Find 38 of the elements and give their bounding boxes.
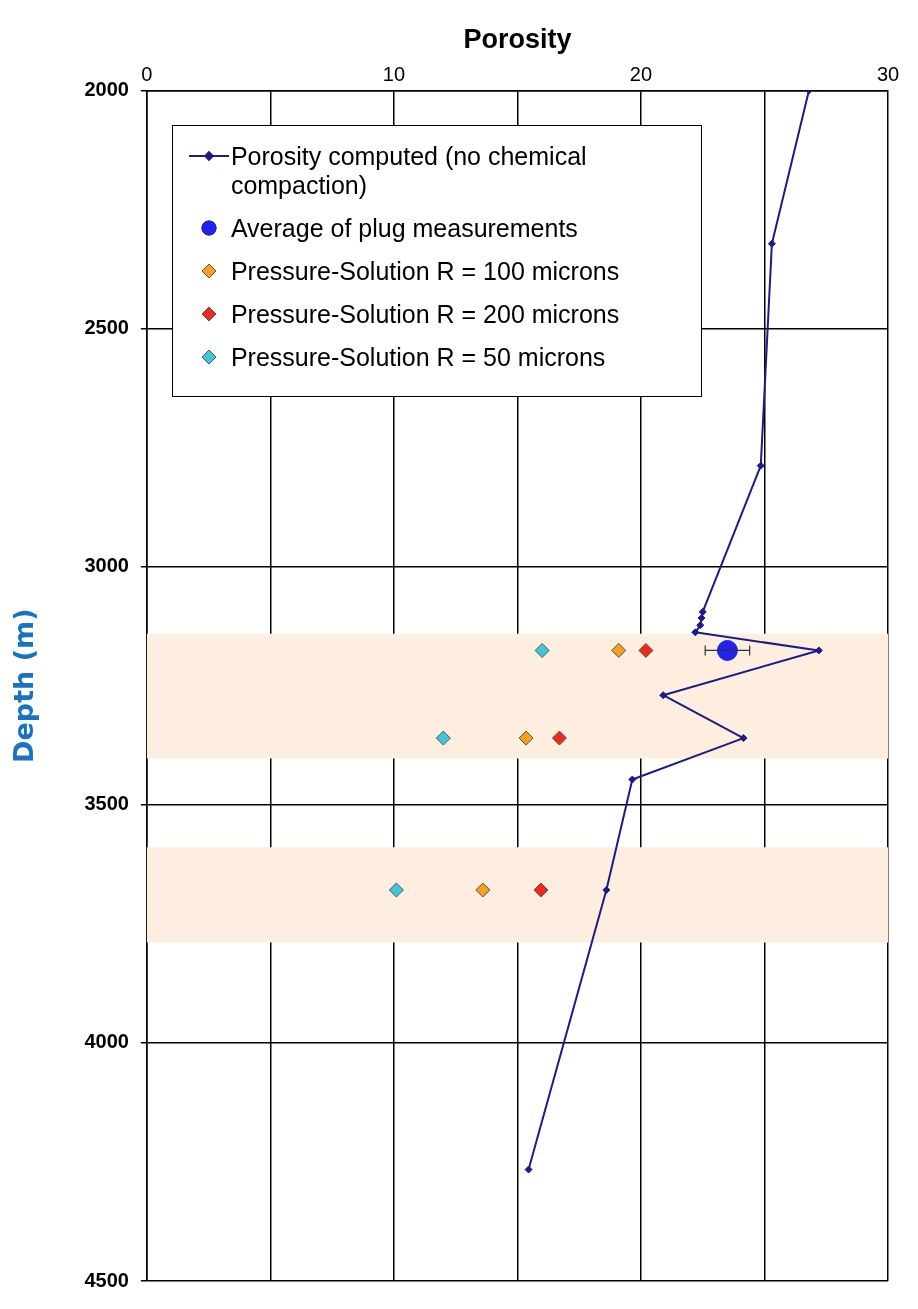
legend-label: Pressure-Solution R = 200 microns bbox=[230, 300, 620, 330]
point bbox=[518, 730, 534, 746]
point bbox=[696, 621, 705, 630]
point bbox=[611, 642, 627, 658]
point bbox=[691, 628, 700, 637]
point bbox=[659, 691, 668, 700]
point bbox=[698, 607, 707, 616]
x-axis-title: Porosity bbox=[463, 23, 572, 54]
point bbox=[716, 639, 738, 661]
legend-label: Porosity computed (no chemical compaction) bbox=[230, 142, 588, 201]
point bbox=[533, 882, 549, 898]
point bbox=[767, 239, 776, 248]
point bbox=[638, 642, 654, 658]
point bbox=[602, 886, 611, 895]
x-tick-label: 10 bbox=[382, 62, 406, 85]
y-tick-label: 3000 bbox=[84, 554, 129, 577]
x-tick-label: 20 bbox=[629, 62, 653, 85]
y-tick-label: 2500 bbox=[84, 316, 129, 339]
point bbox=[435, 730, 451, 746]
y-tick-label: 3500 bbox=[84, 792, 129, 815]
y-tick-label: 2000 bbox=[84, 77, 129, 100]
point bbox=[756, 461, 765, 470]
point bbox=[524, 1165, 533, 1174]
point bbox=[475, 882, 491, 898]
y-tick-label: 4500 bbox=[84, 1268, 129, 1291]
point bbox=[551, 730, 567, 746]
legend-label: Pressure-Solution R = 100 microns bbox=[230, 257, 620, 287]
point bbox=[534, 642, 550, 658]
y-tick-label: 4000 bbox=[84, 1030, 129, 1053]
point bbox=[388, 882, 404, 898]
x-tick-label: 30 bbox=[876, 62, 900, 85]
legend-label: Pressure-Solution R = 50 microns bbox=[230, 343, 606, 373]
legend-label: Average of plug measurements bbox=[230, 214, 578, 244]
y-axis-title: Depth (m) bbox=[8, 608, 40, 763]
x-tick-label: 0 bbox=[141, 62, 153, 85]
point bbox=[697, 614, 706, 623]
point bbox=[628, 775, 637, 784]
point bbox=[739, 734, 748, 743]
